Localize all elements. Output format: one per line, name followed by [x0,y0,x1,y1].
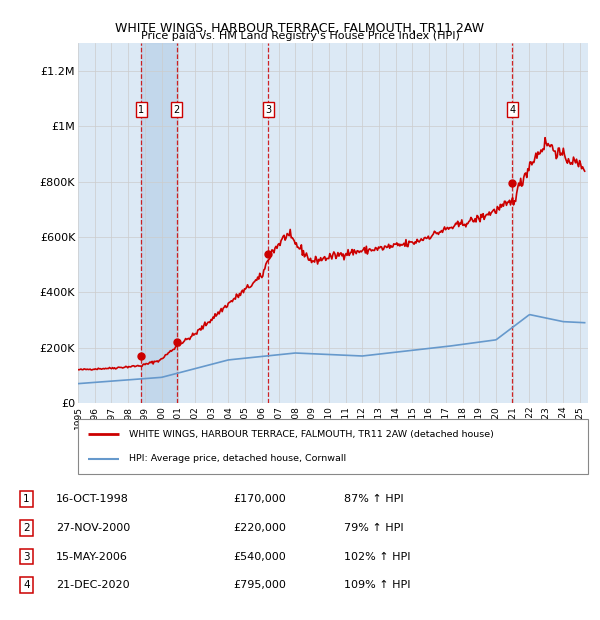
Text: 1: 1 [139,105,145,115]
Text: 102% ↑ HPI: 102% ↑ HPI [344,552,410,562]
Text: Price paid vs. HM Land Registry's House Price Index (HPI): Price paid vs. HM Land Registry's House … [140,31,460,41]
Text: 15-MAY-2006: 15-MAY-2006 [56,552,128,562]
Text: 4: 4 [23,580,30,590]
Text: 2: 2 [173,105,180,115]
Text: 3: 3 [265,105,271,115]
Text: 27-NOV-2000: 27-NOV-2000 [56,523,130,533]
Text: HPI: Average price, detached house, Cornwall: HPI: Average price, detached house, Corn… [129,454,346,463]
Text: 109% ↑ HPI: 109% ↑ HPI [344,580,410,590]
Bar [142,43,176,403]
Text: 87% ↑ HPI: 87% ↑ HPI [344,494,403,504]
Text: 2: 2 [23,523,30,533]
Text: £540,000: £540,000 [233,552,286,562]
FancyBboxPatch shape [78,418,588,474]
Text: WHITE WINGS, HARBOUR TERRACE, FALMOUTH, TR11 2AW: WHITE WINGS, HARBOUR TERRACE, FALMOUTH, … [115,22,485,35]
Text: 3: 3 [23,552,30,562]
Text: 4: 4 [509,105,515,115]
Text: 21-DEC-2020: 21-DEC-2020 [56,580,129,590]
Text: WHITE WINGS, HARBOUR TERRACE, FALMOUTH, TR11 2AW (detached house): WHITE WINGS, HARBOUR TERRACE, FALMOUTH, … [129,430,494,438]
Text: £220,000: £220,000 [233,523,286,533]
Text: £795,000: £795,000 [233,580,286,590]
Text: £170,000: £170,000 [233,494,286,504]
Text: 1: 1 [23,494,30,504]
Text: 79% ↑ HPI: 79% ↑ HPI [344,523,403,533]
Text: 16-OCT-1998: 16-OCT-1998 [56,494,128,504]
